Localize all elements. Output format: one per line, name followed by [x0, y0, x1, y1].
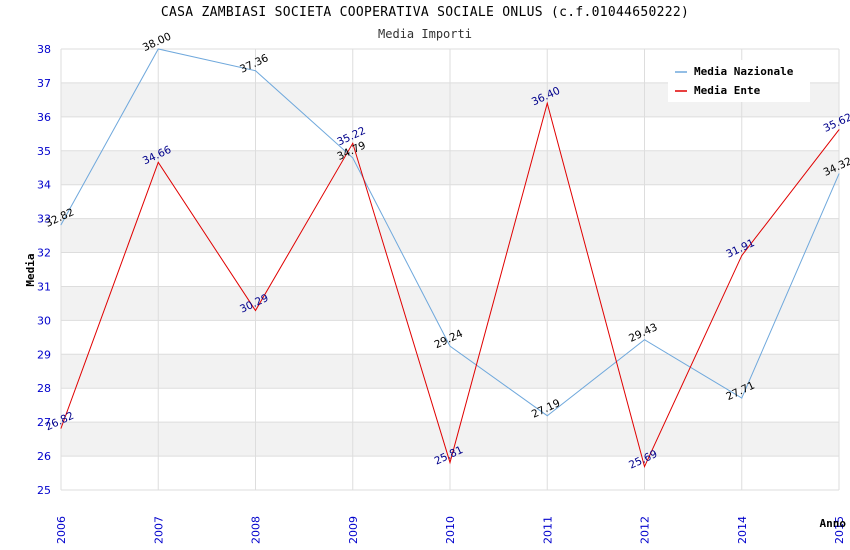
data-point-media-nazionale [255, 70, 256, 72]
data-point-media-nazionale [546, 415, 548, 417]
series-lines [60, 48, 840, 469]
data-point-media-ente [838, 129, 840, 131]
y-axis-label: Media [24, 253, 37, 286]
y-tick-label: 37 [37, 77, 51, 90]
x-tick-label: 2010 [444, 516, 457, 544]
legend-label-media-ente: Media Ente [694, 84, 761, 97]
data-point-media-ente [741, 255, 743, 257]
data-point-media-ente [255, 310, 256, 312]
legend-box [668, 60, 810, 102]
data-point-media-ente [644, 466, 645, 468]
data-point-media-nazionale [449, 345, 451, 347]
data-point-media-ente [449, 462, 451, 464]
x-axis-label: Anno [820, 517, 847, 530]
x-tick-label: 2006 [55, 516, 68, 544]
data-point-media-nazionale [157, 48, 159, 50]
y-tick-label: 32 [37, 247, 51, 260]
x-axis-ticks: 2006 2007 2008 2009 2010 2011 2012 2014 2015 [55, 516, 846, 544]
legend: Media Nazionale Media Ente [668, 60, 810, 102]
legend-label-media-nazionale: Media Nazionale [694, 65, 794, 78]
x-tick-label: 2009 [347, 516, 360, 544]
x-tick-label: 2015 [833, 516, 846, 544]
y-tick-label: 38 [37, 43, 51, 56]
y-tick-label: 36 [37, 111, 51, 124]
y-tick-label: 26 [37, 450, 51, 463]
y-axis-ticks: 25 26 27 28 29 30 31 32 33 34 35 36 37 38 [37, 43, 51, 497]
chart-title: CASA ZAMBIASI SOCIETA COOPERATIVA SOCIAL… [160, 5, 690, 20]
y-tick-label: 25 [37, 484, 51, 497]
data-point-media-ente [157, 161, 159, 163]
data-point-media-ente [60, 427, 62, 429]
data-point-media-nazionale [60, 224, 62, 226]
y-tick-label: 27 [37, 416, 51, 429]
data-point-media-nazionale [838, 173, 840, 175]
x-tick-label: 2007 [152, 516, 165, 544]
y-tick-label: 31 [37, 280, 51, 293]
x-tick-label: 2012 [639, 516, 652, 544]
grid-lines [60, 48, 840, 491]
data-point-media-ente [546, 102, 548, 104]
data-point-media-ente [352, 142, 354, 144]
y-tick-label: 28 [37, 382, 51, 395]
data-point-media-nazionale [741, 397, 743, 399]
y-tick-label: 30 [37, 314, 51, 327]
chart-subtitle: Media Importi [378, 27, 472, 41]
data-point-media-nazionale [644, 339, 645, 341]
y-tick-label: 33 [37, 213, 51, 226]
y-tick-label: 35 [37, 145, 51, 158]
x-tick-label: 2011 [541, 516, 554, 544]
x-tick-label: 2008 [250, 516, 263, 544]
x-tick-label: 2014 [736, 516, 749, 544]
y-tick-label: 34 [37, 179, 51, 192]
y-tick-label: 29 [37, 348, 51, 361]
data-point-media-nazionale [352, 157, 354, 159]
